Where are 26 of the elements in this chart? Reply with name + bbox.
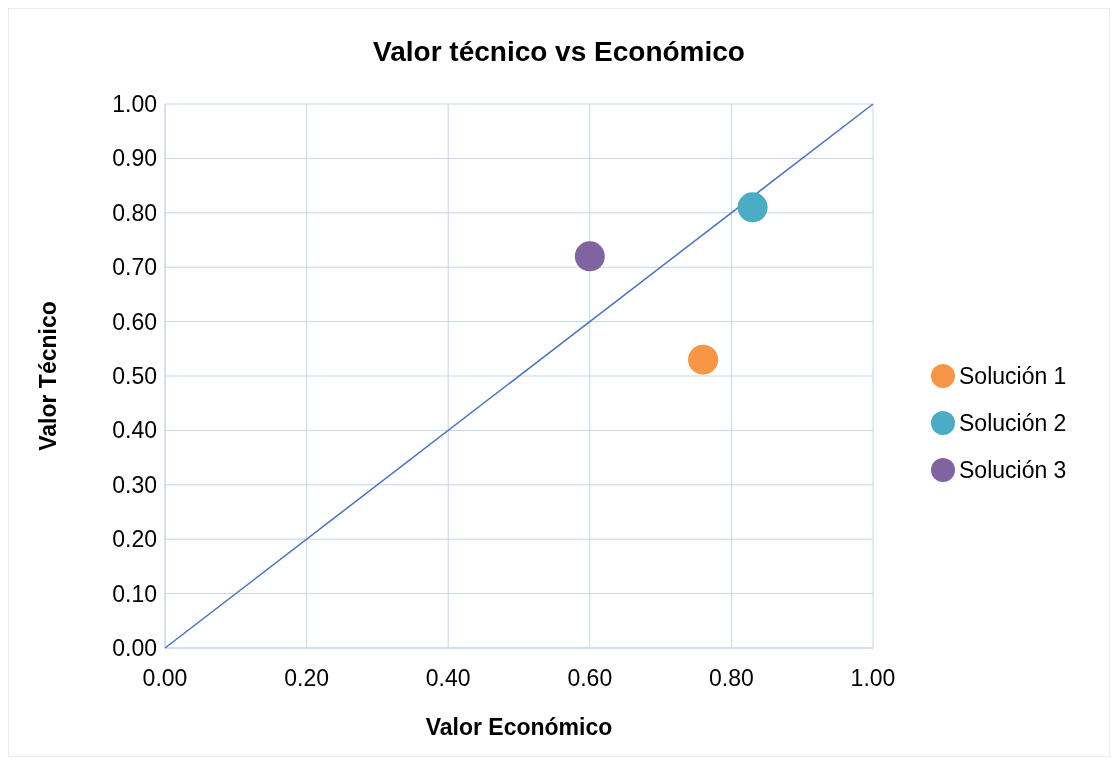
y-tick-label: 0.70 [112, 254, 157, 281]
point [574, 241, 605, 272]
y-tick-label: 0.00 [112, 635, 157, 661]
x-tick-label: 0.00 [142, 665, 188, 691]
y-tick-label: 0.90 [112, 145, 157, 172]
x-tick-label: 0.80 [709, 665, 754, 691]
point [737, 192, 768, 223]
point [688, 344, 719, 375]
y-axis-title: Valor Técnico [35, 301, 61, 451]
y-tick-label: 0.30 [112, 471, 157, 498]
chart-title: Valor técnico vs Económico [373, 36, 745, 67]
y-tick-label: 1.00 [112, 91, 157, 117]
y-tick-label: 0.40 [112, 417, 157, 444]
legend-label: Solución 1 [959, 363, 1067, 389]
y-tick-label: 0.50 [112, 363, 157, 389]
legend-label: Solución 3 [959, 457, 1067, 483]
x-tick-label: 0.20 [284, 665, 329, 691]
x-tick-label: 0.60 [567, 665, 613, 691]
x-axis-title: Valor Económico [425, 714, 613, 740]
x-tick-label: 1.00 [850, 665, 896, 691]
y-tick-label: 0.60 [112, 308, 157, 335]
y-tick-label: 0.20 [112, 526, 157, 553]
x-tick-label: 0.40 [425, 665, 471, 691]
y-tick-label: 0.10 [112, 580, 157, 607]
legend-label: Solución 2 [959, 410, 1067, 436]
y-tick-label: 0.80 [112, 199, 157, 226]
